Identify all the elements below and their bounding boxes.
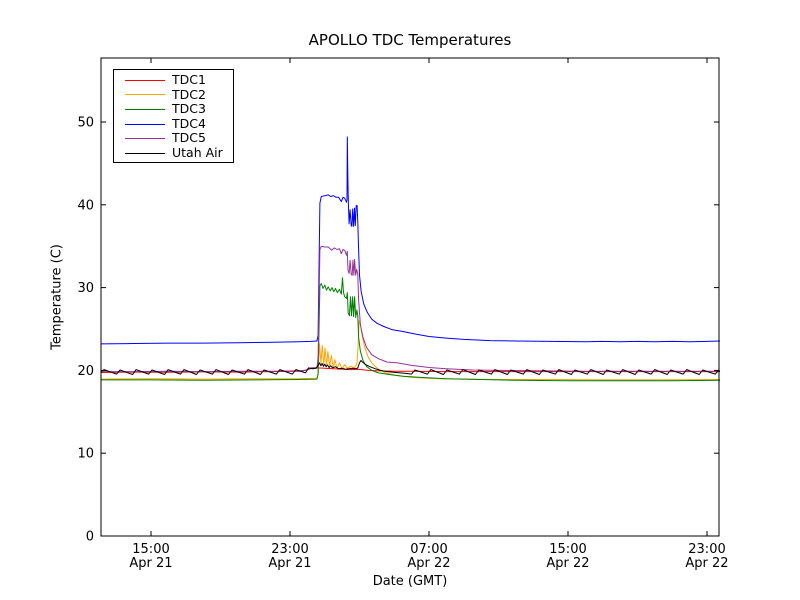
y-tick-label: 20 bbox=[77, 364, 94, 379]
legend-item-tdc2: TDC2 bbox=[125, 88, 233, 103]
legend-item-tdc4: TDC4 bbox=[125, 117, 233, 132]
legend-label: TDC4 bbox=[172, 115, 206, 131]
legend-line-swatch bbox=[125, 123, 165, 125]
legend-line-swatch bbox=[125, 138, 165, 140]
series-tdc4 bbox=[100, 136, 721, 345]
legend-line-swatch bbox=[125, 108, 165, 110]
x-tick-label-time: 23:00 bbox=[688, 542, 725, 557]
x-tick-label-date: Apr 21 bbox=[268, 556, 311, 571]
y-axis-label: Temperature (C) bbox=[49, 244, 65, 350]
series-utah-air bbox=[100, 360, 721, 375]
axes-frame bbox=[100, 57, 720, 537]
legend-line-swatch bbox=[125, 152, 165, 154]
series-tdc3 bbox=[100, 277, 721, 382]
x-tick-label-date: Apr 22 bbox=[407, 556, 450, 571]
legend-label: TDC3 bbox=[172, 101, 206, 117]
x-tick-label-date: Apr 22 bbox=[685, 556, 728, 571]
x-tick-label-date: Apr 22 bbox=[546, 556, 589, 571]
x-tick-label-time: 15:00 bbox=[549, 542, 586, 557]
legend: TDC1 TDC2 TDC3 TDC4 TDC5 Utah Air bbox=[113, 69, 234, 163]
legend-line-swatch bbox=[125, 79, 165, 81]
x-tick-label-date: Apr 21 bbox=[129, 556, 172, 571]
legend-item-tdc3: TDC3 bbox=[125, 102, 233, 117]
x-tick-label-time: 07:00 bbox=[410, 542, 447, 557]
legend-item-utah-air: Utah Air bbox=[125, 146, 233, 161]
chart-title: APOLLO TDC Temperatures bbox=[308, 31, 512, 49]
legend-label: TDC1 bbox=[172, 72, 206, 88]
legend-label: TDC5 bbox=[172, 130, 206, 146]
y-tick-label: 30 bbox=[77, 281, 94, 296]
series-tdc1 bbox=[100, 367, 720, 373]
y-tick-label: 10 bbox=[77, 447, 94, 462]
legend-item-tdc1: TDC1 bbox=[125, 73, 233, 88]
series-group bbox=[100, 136, 721, 382]
legend-item-tdc5: TDC5 bbox=[125, 131, 233, 146]
legend-label: Utah Air bbox=[172, 145, 223, 161]
y-tick-label: 0 bbox=[86, 530, 94, 545]
legend-label: TDC2 bbox=[172, 86, 206, 102]
x-axis-label: Date (GMT) bbox=[372, 574, 448, 589]
series-tdc5 bbox=[100, 245, 720, 373]
x-tick-label-time: 15:00 bbox=[132, 542, 169, 557]
x-tick-label-time: 23:00 bbox=[271, 542, 308, 557]
y-tick-label: 40 bbox=[77, 198, 94, 213]
legend-line-swatch bbox=[125, 94, 165, 96]
y-tick-label: 50 bbox=[77, 116, 94, 131]
